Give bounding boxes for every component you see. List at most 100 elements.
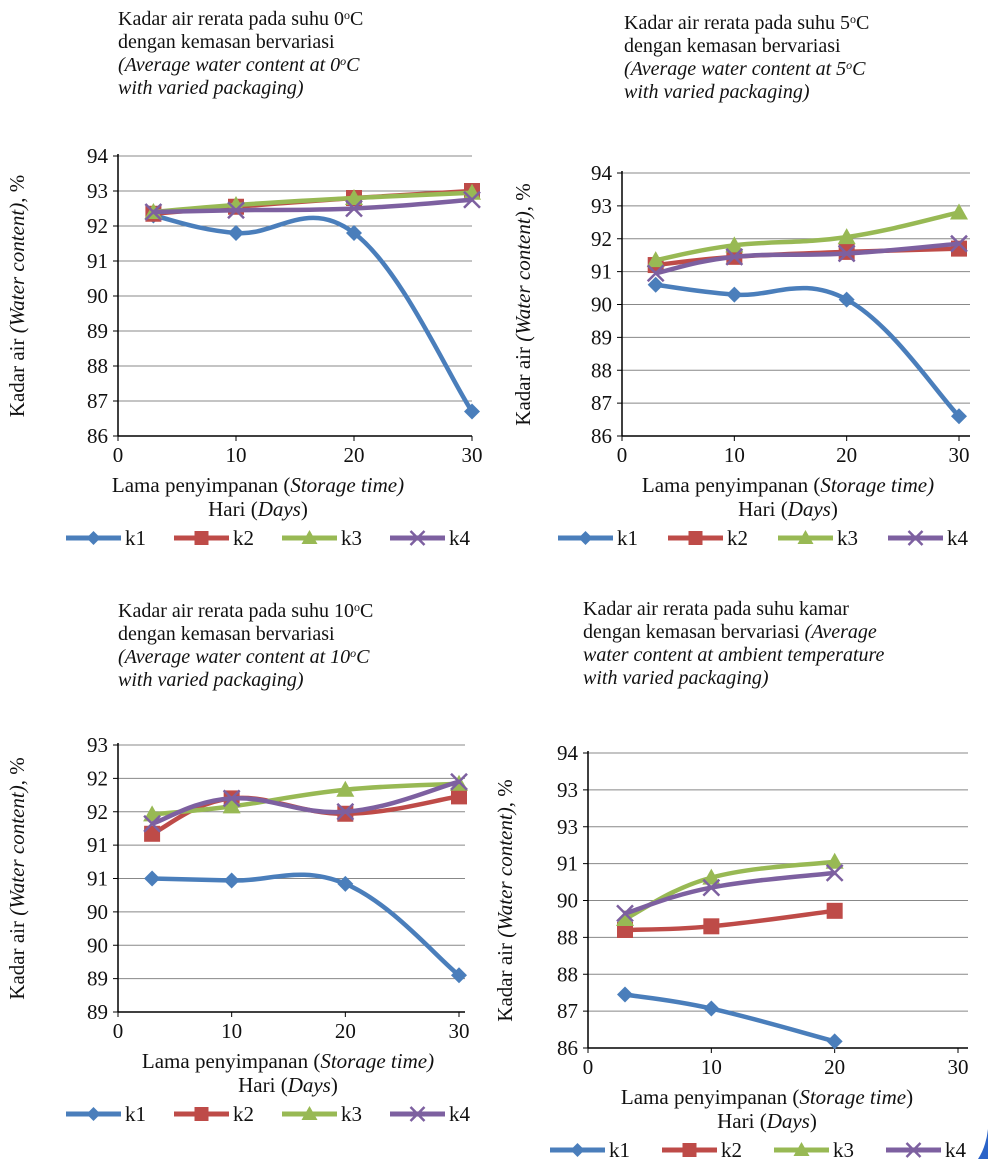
legend-label-k1: k1 (617, 526, 638, 550)
legend-label-k4: k4 (947, 526, 969, 550)
point-k3 (646, 251, 665, 268)
legend-item-k1: k1 (66, 526, 146, 550)
series-k1 (144, 870, 467, 984)
point-k4 (646, 264, 665, 283)
point-k2 (144, 825, 161, 842)
chart-2: 86 87 88 89 90 91 92 93 94 0 10 20 30 Kadar air (Wate… (511, 161, 970, 550)
point-k3 (837, 228, 856, 245)
x-tick-label: 10 (701, 1055, 722, 1079)
series-k1 (145, 207, 480, 420)
point-k4 (450, 772, 468, 791)
legend-label-k2: k2 (233, 1102, 254, 1126)
y-tick-label: 90 (87, 284, 108, 308)
y-tick-label: 87 (87, 389, 108, 413)
point-k4 (837, 244, 856, 263)
point-k3 (702, 868, 721, 885)
series-line-k3 (624, 859, 835, 921)
point-k2 (451, 788, 467, 805)
y-tick-label: 92 (87, 766, 108, 790)
series-line-k3 (655, 210, 960, 263)
series-k4 (144, 190, 481, 221)
legend-label-k4: k4 (945, 1138, 967, 1159)
legend-marker-k1 (570, 1143, 585, 1157)
x-tick-label: 30 (462, 443, 483, 467)
y-tick-label: 93 (87, 179, 108, 203)
chart-1: 86 87 88 89 90 91 92 93 94 0 10 20 30 Kadar air (Wate… (5, 144, 483, 550)
y-tick-label: 91 (87, 833, 108, 857)
y-tick-label: 90 (591, 293, 612, 317)
point-k1 (617, 986, 633, 1003)
x-tick-label: 20 (824, 1055, 845, 1079)
x-axis-label-days: Hari (Days) (238, 1073, 338, 1097)
legend-marker-k2 (682, 1143, 697, 1157)
point-k4 (702, 878, 721, 897)
point-k2 (617, 922, 633, 938)
legend-item-k1: k1 (558, 526, 638, 550)
point-k1 (703, 1000, 720, 1017)
y-tick-label: 91 (87, 867, 108, 891)
series-line-k1 (655, 282, 961, 418)
legend-item-k4: k4 (390, 1102, 471, 1126)
x-tick-label: 0 (113, 443, 124, 467)
x-axis-label: Lama penyimpanan (Storage time) (621, 1085, 913, 1109)
legend-label-k4: k4 (449, 526, 471, 550)
point-k1 (228, 225, 244, 241)
point-k3 (825, 852, 844, 869)
point-k1 (337, 875, 354, 892)
series-line-k4 (153, 197, 473, 215)
y-tick-label: 88 (557, 925, 578, 949)
legend-item-k4: k4 (888, 526, 969, 550)
legend-marker-k3 (301, 530, 318, 544)
point-k1 (647, 276, 664, 293)
y-axis-label: Kadar air (Water content), % (5, 757, 29, 999)
series-k4 (143, 772, 468, 833)
legend-label-k1: k1 (125, 1102, 146, 1126)
y-tick-label: 88 (591, 358, 612, 382)
legend-item-k2: k2 (668, 526, 748, 550)
x-axis-label: Lama penyimpanan (Storage time) (112, 473, 404, 497)
legend-item-k3: k3 (282, 1102, 362, 1126)
y-tick-label: 93 (557, 815, 578, 839)
point-k4 (227, 201, 245, 220)
chart-4: 86 87 88 88 90 91 93 93 94 0 10 20 30 Kadar air (Wate… (494, 741, 969, 1159)
point-k1 (826, 1033, 843, 1050)
x-tick-label: 30 (948, 1055, 969, 1079)
y-tick-label: 86 (557, 1036, 578, 1060)
chart-3-title: Kadar air rerata pada suhu 10oC dengan k… (118, 600, 374, 691)
y-tick-label: 93 (591, 194, 612, 218)
legend-label-k3: k3 (341, 526, 362, 550)
legend-marker-k4 (409, 1106, 426, 1122)
chart-4-title: Kadar air rerata pada suhu kamar dengan … (583, 598, 885, 689)
point-k4 (825, 863, 844, 882)
x-axis-label: Lama penyimpanan (Storage time) (642, 473, 934, 497)
series-line-k2 (151, 794, 460, 836)
series-k4 (616, 863, 844, 923)
legend-label-k3: k3 (833, 1138, 854, 1159)
x-tick-label: 0 (113, 1019, 124, 1043)
legend-marker-k4 (907, 530, 924, 546)
point-k4 (336, 802, 355, 821)
point-k3 (950, 203, 968, 220)
legend-marker-k4 (409, 530, 426, 546)
legend-item-k4: k4 (390, 526, 471, 550)
legend-marker-k1 (86, 1107, 101, 1121)
legend-marker-k2 (194, 531, 209, 545)
point-k4 (616, 904, 634, 923)
y-tick-label: 89 (87, 1000, 108, 1024)
point-k3 (336, 780, 355, 797)
y-tick-label: 93 (557, 778, 578, 802)
legend-item-k1: k1 (66, 1102, 146, 1126)
point-k4 (345, 199, 363, 218)
page-corner-mark (978, 1129, 988, 1159)
point-k1 (464, 403, 480, 420)
legend-marker-k1 (86, 531, 101, 545)
series-k2 (617, 902, 843, 938)
y-axis-label: Kadar air (Water content), % (5, 175, 29, 417)
x-tick-label: 10 (724, 443, 745, 467)
y-tick-label: 91 (557, 852, 578, 876)
point-k1 (144, 870, 161, 887)
x-tick-label: 20 (335, 1019, 356, 1043)
legend-marker-k2 (194, 1107, 209, 1121)
chart-3: 89 89 90 90 91 91 92 92 93 0 10 20 30 Kadar air (Wate… (5, 733, 471, 1126)
y-tick-label: 91 (87, 249, 108, 273)
